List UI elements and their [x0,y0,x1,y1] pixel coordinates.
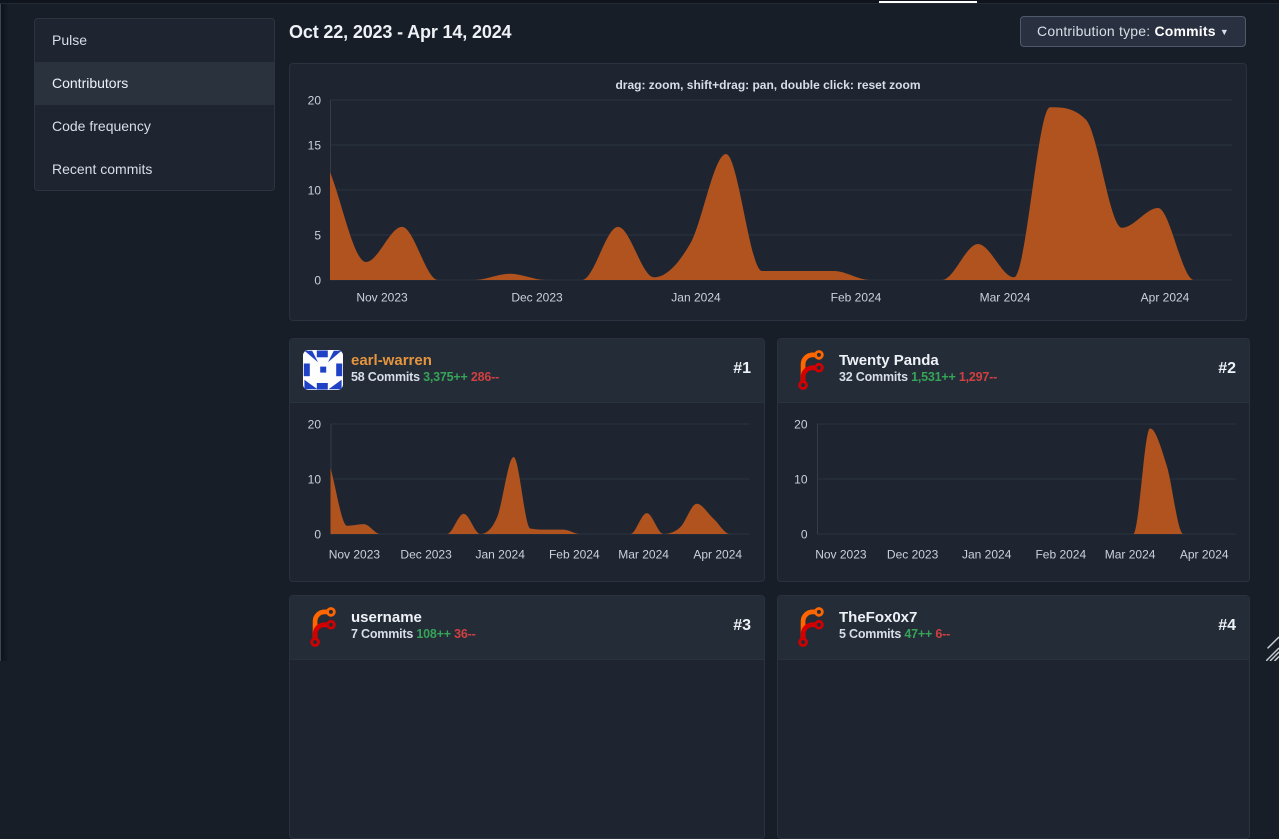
svg-text:Dec 2023: Dec 2023 [887,548,939,562]
svg-text:Jan 2024: Jan 2024 [671,291,721,305]
svg-text:20: 20 [794,418,808,432]
svg-text:Nov 2023: Nov 2023 [356,291,408,305]
svg-text:Apr 2024: Apr 2024 [1180,548,1229,562]
svg-text:Feb 2024: Feb 2024 [831,291,882,305]
svg-text:0: 0 [801,528,808,542]
svg-text:Mar 2024: Mar 2024 [618,548,669,562]
svg-text:Feb 2024: Feb 2024 [1035,548,1086,562]
svg-text:15: 15 [308,139,322,153]
svg-text:Apr 2024: Apr 2024 [1141,291,1190,305]
svg-text:10: 10 [308,184,322,198]
svg-text:Dec 2023: Dec 2023 [400,548,452,562]
svg-text:0: 0 [314,528,321,542]
svg-text:20: 20 [308,94,322,108]
svg-text:Jan 2024: Jan 2024 [962,548,1012,562]
svg-text:Apr 2024: Apr 2024 [693,548,742,562]
svg-text:10: 10 [794,473,808,487]
svg-text:20: 20 [308,418,322,432]
svg-text:Dec 2023: Dec 2023 [511,291,563,305]
svg-text:Feb 2024: Feb 2024 [549,548,600,562]
svg-text:Nov 2023: Nov 2023 [329,548,381,562]
svg-text:Mar 2024: Mar 2024 [1105,548,1156,562]
svg-text:5: 5 [314,229,321,243]
svg-text:Nov 2023: Nov 2023 [815,548,867,562]
svg-text:0: 0 [314,274,321,288]
svg-text:10: 10 [308,473,322,487]
svg-text:Mar 2024: Mar 2024 [980,291,1031,305]
svg-text:Jan 2024: Jan 2024 [476,548,526,562]
